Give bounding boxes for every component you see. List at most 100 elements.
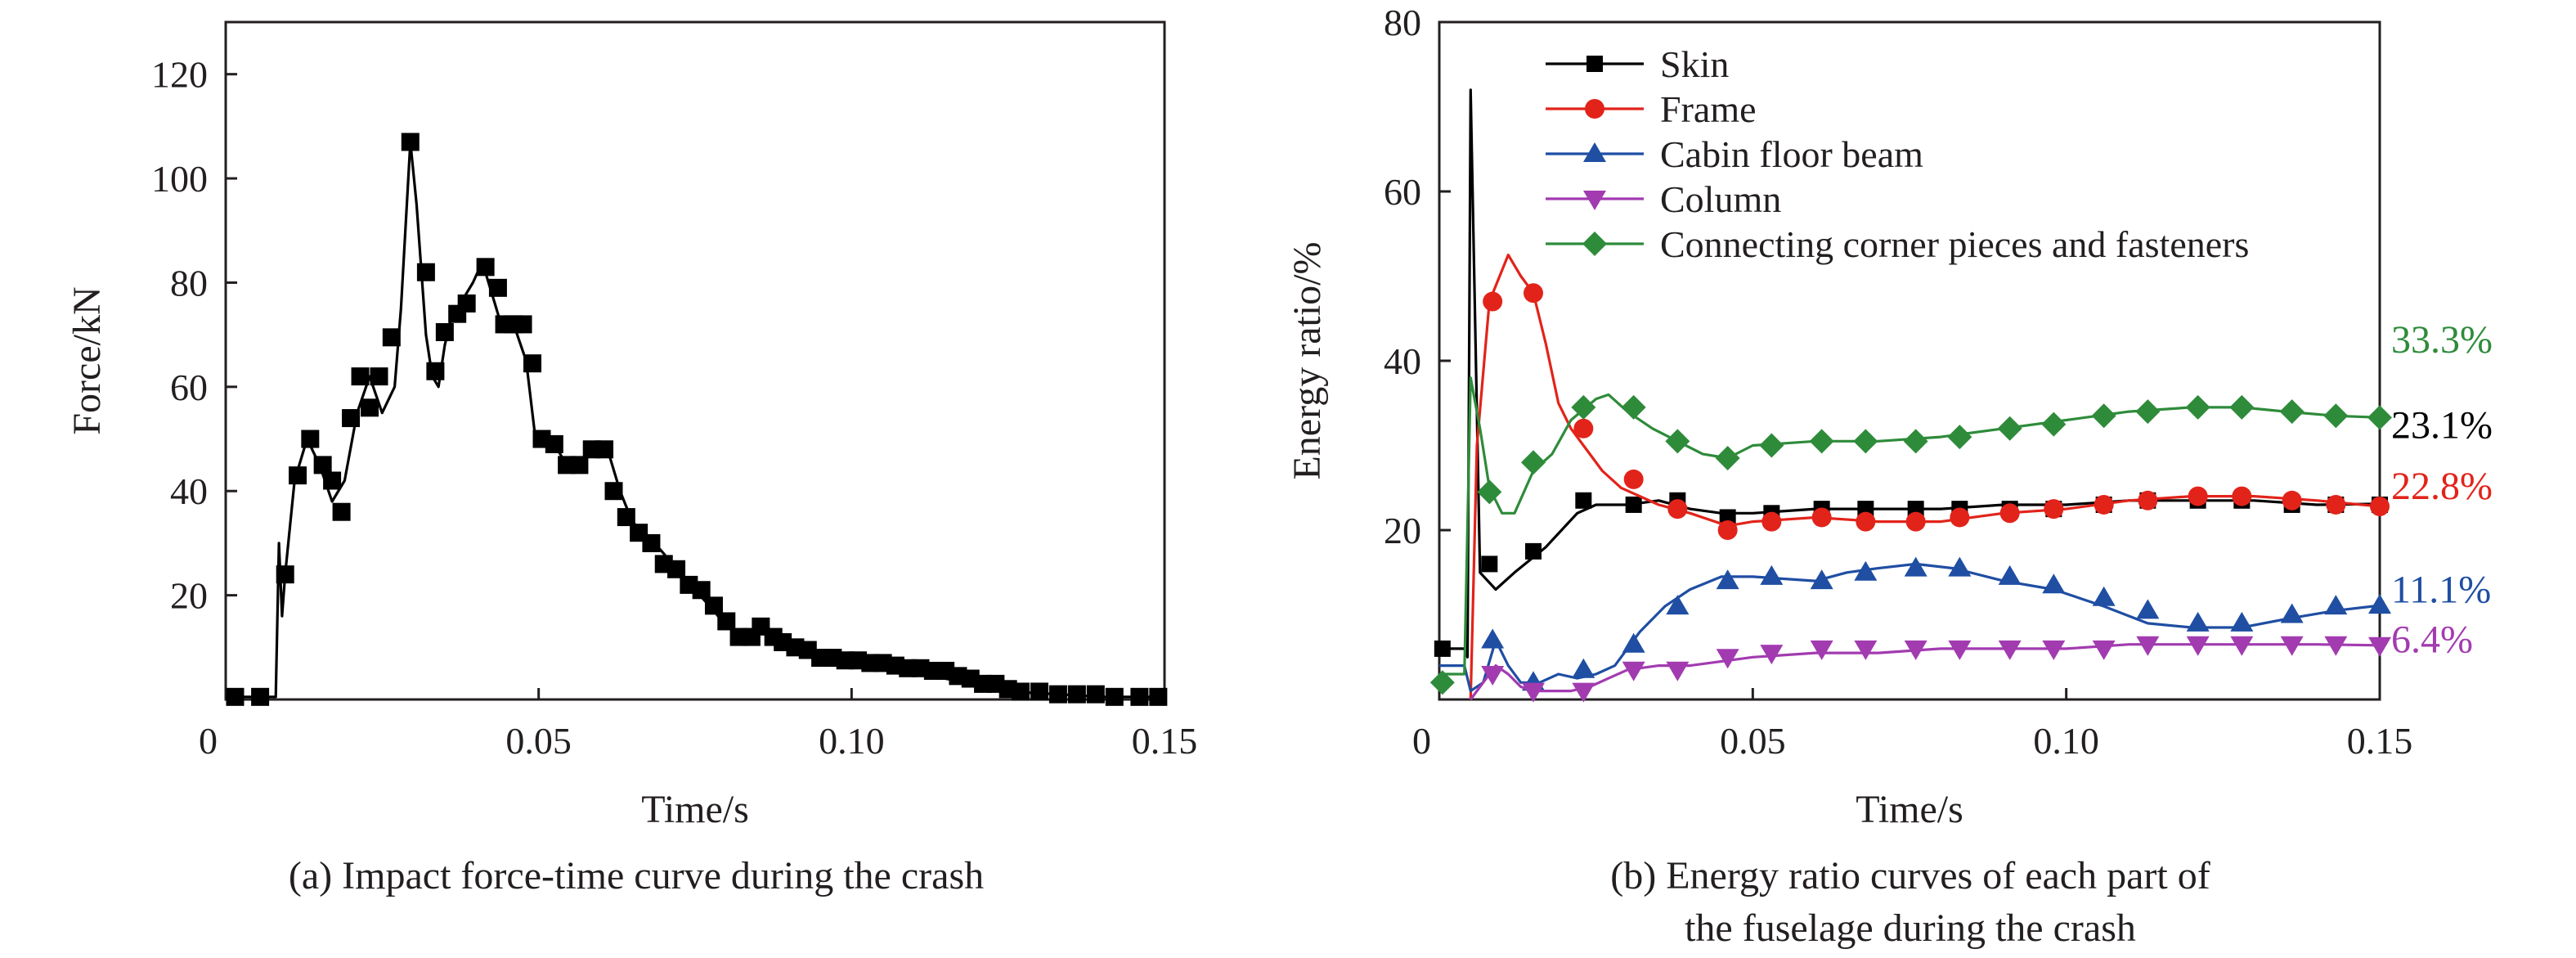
chart-a-data-point (488, 278, 507, 297)
chart-b-data-point (1481, 665, 1505, 686)
chart-b-data-point (2092, 586, 2116, 606)
chart-b-data-point (1760, 564, 1784, 585)
chart-b-caption: (b) Energy ratio curves of each part of (1610, 854, 2210, 897)
chart-b-legend-label: Skin (1660, 43, 1729, 85)
chart-a-data-point (514, 315, 532, 334)
chart-b-data-point (2185, 394, 2210, 420)
chart-a-data-point (1130, 687, 1149, 706)
chart-b-data-point (2042, 640, 2066, 660)
chart-b-x-tick-label: 0.10 (2033, 720, 2099, 762)
chart-a-y-axis-label: Force/kN (65, 286, 109, 434)
chart-a-data-point (642, 533, 661, 552)
chart-b-data-point (2370, 497, 2390, 517)
chart-b-data-point (1854, 560, 1878, 581)
chart-b-data-point (1525, 542, 1542, 560)
chart-b-y-tick-label: 40 (1384, 340, 1421, 382)
chart-b-data-point (1665, 429, 1690, 454)
chart-a-data-point (251, 687, 270, 706)
chart-a-series-0 (226, 133, 1168, 706)
chart-b-legend-marker (1582, 232, 1607, 256)
chart-a-data-point (332, 502, 351, 521)
chart-a-data-point (1149, 687, 1168, 706)
chart-a-data-point (692, 581, 711, 600)
chart-a-data-point (370, 367, 388, 386)
chart-b-y-tick-label: 20 (1384, 510, 1421, 551)
chart-b-end-label: 6.4% (2391, 618, 2473, 662)
chart-b-data-point (1521, 450, 1546, 475)
chart-b-data-point (2094, 494, 2114, 515)
chart-a-data-point (476, 258, 495, 277)
chart-b-data-point (1905, 511, 1926, 532)
chart-a-x-tick-label: 0.10 (819, 720, 885, 762)
chart-b-series-line (1469, 254, 2381, 700)
chart-a-data-point (1048, 685, 1067, 704)
chart-a-data-point (426, 362, 445, 380)
chart-b-x-axis-label: Time/s (1856, 788, 1963, 831)
chart-b-series-line (1439, 562, 2381, 693)
chart-b-data-point (2282, 490, 2302, 510)
chart-b-data-point (2091, 403, 2116, 429)
chart-b-caption: the fuselage during the crash (1685, 906, 2136, 950)
chart-b-legend-label: Connecting corner pieces and fasteners (1660, 223, 2249, 265)
chart-a-data-point (1067, 685, 1086, 704)
chart-a-x-tick-label: 0 (199, 720, 218, 762)
chart-a-series-line (226, 140, 1165, 699)
chart-b-data-point (2186, 636, 2210, 656)
chart-b-data-point (1810, 569, 1833, 590)
chart-b-data-point (2229, 394, 2255, 420)
chart-b-legend-marker (1583, 191, 1606, 210)
chart-b-data-point (1434, 640, 1451, 657)
chart-b-data-point (2324, 636, 2348, 656)
chart-b-data-point (1997, 416, 2022, 441)
chart-b-data-point (1572, 682, 1595, 703)
chart-b-data-point (1429, 670, 1455, 695)
chart-b-legend-label: Frame (1660, 88, 1757, 130)
chart-b-data-point (1622, 632, 1645, 653)
chart-a-data-point (382, 328, 401, 347)
chart-a-data-point (401, 133, 420, 151)
chart-b-data-point (2232, 486, 2252, 506)
chart-b-series-cabin-floor-beam (1439, 556, 2391, 693)
chart-b-legend-marker (1585, 99, 1604, 119)
chart-a-data-point (1105, 687, 1124, 706)
chart-a-data-point (435, 322, 454, 341)
chart-a-data-point (301, 430, 320, 448)
chart-a-plot-frame (224, 20, 1166, 701)
chart-b-series-line (1470, 643, 2381, 700)
chart-b-data-point (1716, 569, 1739, 590)
chart-b-data-point (1760, 645, 1784, 665)
chart-a-data-point (717, 612, 736, 631)
chart-b-data-point (1481, 628, 1505, 649)
chart-b-data-point (1666, 595, 1690, 615)
chart-a-data-point (595, 440, 614, 459)
chart-a-data-point (289, 466, 307, 485)
chart-b-data-point (1522, 682, 1545, 703)
chart-a-data-point (457, 294, 476, 313)
chart-b-legend-marker (1583, 142, 1606, 162)
chart-a-data-point (226, 687, 245, 706)
chart-b-data-point (1999, 503, 2020, 524)
chart-b-legend-label: Cabin floor beam (1660, 133, 1923, 175)
chart-b-data-point (2326, 494, 2346, 515)
chart-b-data-point (1667, 499, 1688, 519)
chart-a-data-point (416, 263, 435, 281)
chart-a-data-point (617, 508, 635, 527)
chart-b-y-axis-label: Energy ratio/% (1286, 241, 1329, 479)
chart-b-data-point (1950, 507, 1970, 528)
chart-a-data-point (1030, 682, 1048, 701)
chart-b-data-point (2186, 611, 2210, 632)
chart-a-x-tick-label: 0.15 (1132, 720, 1198, 762)
chart-b-end-label: 11.1% (2391, 568, 2491, 611)
chart-b-data-point (2279, 399, 2304, 425)
chart-b-y-tick-label: 80 (1384, 2, 1421, 43)
chart-b-data-point (1715, 446, 1740, 471)
chart-a-y-tick-label: 120 (151, 54, 208, 96)
chart-b-data-point (1759, 433, 1784, 458)
chart-b-data-point (2368, 636, 2391, 657)
chart-b-x-tick-label: 0.15 (2347, 720, 2413, 762)
chart-b-data-point (1998, 564, 2022, 585)
chart-b-data-point (2136, 636, 2160, 656)
chart-a-data-point (361, 398, 379, 417)
